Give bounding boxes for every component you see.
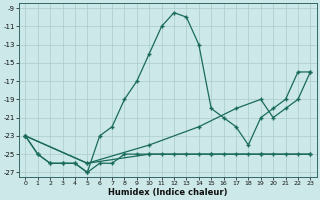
- X-axis label: Humidex (Indice chaleur): Humidex (Indice chaleur): [108, 188, 228, 197]
